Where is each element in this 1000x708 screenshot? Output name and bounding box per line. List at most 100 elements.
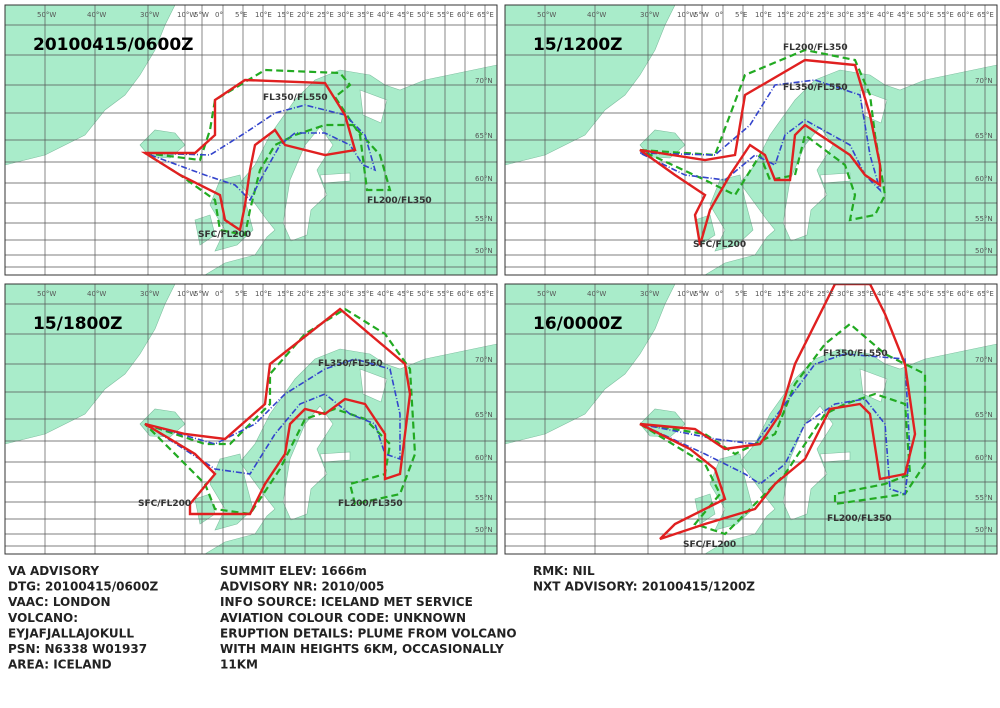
longitude-label: 50°W bbox=[37, 290, 56, 298]
longitude-label: 25°E bbox=[317, 290, 334, 298]
map-panel: 50°W 40°W 30°W 10°W5°W 0° 5°E 10°E 15°E 20°E 25°E… bbox=[504, 283, 998, 555]
advisory-line: VOLCANO: bbox=[8, 611, 78, 625]
longitude-label: 15°E bbox=[277, 11, 294, 19]
advisory-line: VA ADVISORY bbox=[8, 564, 99, 578]
longitude-label: 40°W bbox=[87, 11, 106, 19]
latitude-label: 60°N bbox=[475, 175, 493, 183]
plume-outline bbox=[144, 358, 401, 475]
latitude-label: 50°N bbox=[475, 247, 493, 255]
advisory-line: INFO SOURCE: ICELAND MET SERVICE bbox=[220, 595, 473, 609]
longitude-label: 60°E bbox=[457, 11, 474, 19]
longitude-label: 35°E bbox=[857, 290, 874, 298]
latitude-label: 65°N bbox=[475, 132, 493, 140]
latitude-label: 70°N bbox=[475, 356, 493, 364]
latitude-label: 60°N bbox=[975, 454, 993, 462]
level-label: SFC/FL200 bbox=[138, 499, 191, 509]
advisory-line: WITH MAIN HEIGHTS 6KM, OCCASIONALLY bbox=[220, 642, 504, 656]
map-panel: 50°W 40°W 30°W 10°W5°W 0° 5°E 10°E 15°E 20°E 25°E… bbox=[504, 4, 998, 276]
longitude-label: 60°E bbox=[957, 11, 974, 19]
latitude-label: 55°N bbox=[475, 494, 493, 502]
advisory-line: AVIATION COLOUR CODE: UNKNOWN bbox=[220, 611, 466, 625]
longitude-label: 40°E bbox=[877, 11, 894, 19]
advisory-line: AREA: ICELAND bbox=[8, 658, 112, 672]
plume-outline bbox=[639, 48, 887, 222]
longitude-label: 30°E bbox=[337, 11, 354, 19]
map-panel: 50°W 40°W 30°W 10°W5°W 0° 5°E 10°E 15°E 20°E 25°E… bbox=[4, 283, 498, 555]
longitude-label: 10°E bbox=[255, 11, 272, 19]
longitude-label: 30°W bbox=[140, 11, 159, 19]
longitude-label: 65°E bbox=[477, 290, 494, 298]
longitude-label: 5°E bbox=[735, 11, 747, 19]
panel-time: 16/0000Z bbox=[533, 314, 623, 334]
level-label: FL200/FL350 bbox=[338, 499, 403, 509]
longitude-label: 5°W bbox=[694, 11, 709, 19]
longitude-label: 0° bbox=[715, 11, 723, 19]
longitude-label: 30°W bbox=[640, 290, 659, 298]
longitude-label: 55°E bbox=[437, 290, 454, 298]
longitude-label: 40°W bbox=[87, 290, 106, 298]
sea-area bbox=[782, 126, 834, 242]
sea-area bbox=[359, 89, 388, 124]
latitude-label: 65°N bbox=[975, 132, 993, 140]
advisory-line: PSN: N6338 W01937 bbox=[8, 642, 147, 656]
longitude-label: 0° bbox=[215, 11, 223, 19]
longitude-label: 65°E bbox=[977, 11, 994, 19]
longitude-label: 55°E bbox=[937, 290, 954, 298]
plume-outline bbox=[144, 307, 412, 516]
longitude-label: 20°E bbox=[797, 11, 814, 19]
sea-area bbox=[819, 172, 851, 184]
latitude-label: 55°N bbox=[975, 215, 993, 223]
sea-area bbox=[782, 405, 834, 521]
longitude-label: 60°E bbox=[457, 290, 474, 298]
plume-outline bbox=[144, 307, 417, 516]
longitude-label: 5°W bbox=[194, 290, 209, 298]
longitude-label: 50°W bbox=[537, 290, 556, 298]
latitude-label: 70°N bbox=[475, 77, 493, 85]
plume-outline bbox=[639, 353, 911, 496]
plume-outline bbox=[144, 104, 377, 202]
longitude-label: 15°E bbox=[777, 290, 794, 298]
longitude-label: 50°E bbox=[917, 11, 934, 19]
plume-outline bbox=[639, 322, 927, 536]
latitude-label: 60°N bbox=[975, 175, 993, 183]
advisory-line: SUMMIT ELEV: 1666m bbox=[220, 564, 367, 578]
longitude-label: 5°E bbox=[235, 290, 247, 298]
longitude-label: 10°E bbox=[755, 11, 772, 19]
level-label: FL350/FL550 bbox=[263, 93, 328, 103]
level-label: FL350/FL550 bbox=[318, 359, 383, 369]
longitude-label: 5°W bbox=[694, 290, 709, 298]
longitude-label: 10°W bbox=[177, 11, 196, 19]
longitude-label: 40°E bbox=[877, 290, 894, 298]
advisory-line: ERUPTION DETAILS: PLUME FROM VOLCANO bbox=[220, 626, 517, 640]
longitude-label: 0° bbox=[715, 290, 723, 298]
longitude-label: 50°W bbox=[537, 11, 556, 19]
longitude-label: 10°W bbox=[677, 290, 696, 298]
advisory-line: RMK: NIL bbox=[533, 564, 595, 578]
longitude-label: 50°E bbox=[417, 11, 434, 19]
latitude-label: 55°N bbox=[475, 215, 493, 223]
level-label: SFC/FL200 bbox=[693, 240, 746, 250]
map-panel: 50°W 40°W 30°W 10°W5°W 0° 5°E 10°E 15°E 20°E 25°E… bbox=[4, 4, 498, 276]
longitude-label: 55°E bbox=[437, 11, 454, 19]
latitude-label: 50°N bbox=[975, 247, 993, 255]
sea-area bbox=[319, 172, 351, 184]
longitude-label: 40°E bbox=[377, 290, 394, 298]
map-body: 50°W 40°W 30°W 10°W5°W 0° 5°E 10°E 15°E 20°E 25°E… bbox=[505, 5, 997, 275]
longitude-label: 10°E bbox=[255, 290, 272, 298]
latitude-label: 50°N bbox=[975, 526, 993, 534]
plume-outline bbox=[639, 284, 917, 541]
longitude-label: 30°E bbox=[837, 290, 854, 298]
level-label: SFC/FL200 bbox=[198, 230, 251, 240]
longitude-label: 65°E bbox=[477, 11, 494, 19]
latitude-label: 50°N bbox=[475, 526, 493, 534]
map-body: 50°W 40°W 30°W 10°W5°W 0° 5°E 10°E 15°E 20°E 25°E… bbox=[5, 284, 497, 554]
advisory-line: VAAC: LONDON bbox=[8, 595, 111, 609]
longitude-label: 20°E bbox=[297, 290, 314, 298]
longitude-label: 65°E bbox=[977, 290, 994, 298]
longitude-label: 60°E bbox=[957, 290, 974, 298]
panel-time: 15/1200Z bbox=[533, 35, 623, 55]
longitude-label: 15°E bbox=[277, 290, 294, 298]
latitude-label: 65°N bbox=[975, 411, 993, 419]
advisory-line: DTG: 20100415/0600Z bbox=[8, 580, 159, 594]
